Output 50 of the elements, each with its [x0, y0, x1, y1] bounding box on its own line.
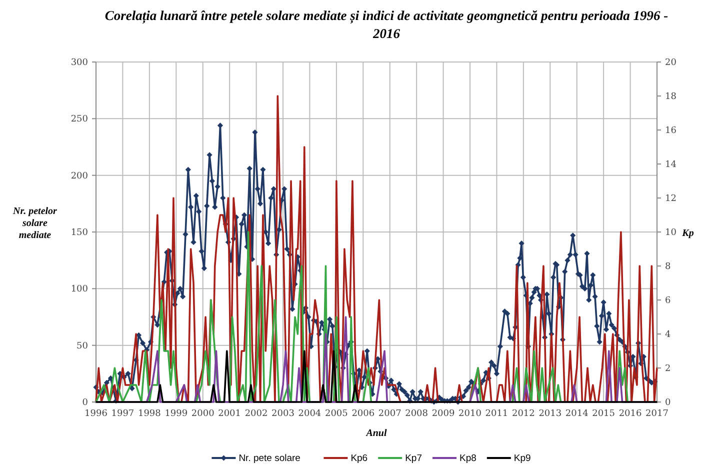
x-tick-label: 2017	[646, 409, 669, 419]
x-tick-label: 2003	[272, 409, 295, 419]
y2-axis-title: Kp	[681, 228, 694, 239]
y2-tick-label: 2	[665, 364, 671, 374]
x-tick-label: 2014	[565, 409, 589, 419]
x-tick-label: 2002	[244, 409, 268, 419]
x-tick-label: 2005	[324, 409, 348, 419]
legend-label: Kp8	[460, 453, 476, 464]
y2-tick-label: 14	[665, 160, 677, 170]
x-tick-label: 2007	[378, 409, 402, 419]
y-tick-label: 150	[70, 228, 88, 238]
chart-title: Corelația lunară între petele solare mediate și indici de activitate geomgnetică pentru perioada 1996 - 2016	[104, 8, 669, 41]
x-tick-label: 2008	[405, 409, 428, 419]
y2-tick-label: 12	[665, 194, 676, 204]
y-tick-label: 250	[70, 114, 88, 125]
x-tick-label: 2000	[191, 409, 215, 419]
x-tick-label: 1997	[111, 409, 134, 419]
x-tick-label: 2016	[618, 409, 642, 419]
y2-tick-label: 4	[665, 330, 671, 340]
x-tick-label: 1999	[164, 409, 188, 419]
y-tick-label: 200	[70, 171, 88, 182]
x-axis-title: Anul	[365, 428, 388, 439]
y-tick-label: 100	[70, 284, 88, 295]
x-tick-label: 2006	[352, 409, 375, 419]
y2-tick-label: 18	[665, 92, 677, 102]
y2-tick-label: 0	[665, 398, 671, 408]
legend-label: Kp7	[405, 453, 422, 464]
legend-label: Kp9	[514, 453, 531, 464]
x-tick-label: 1998	[138, 409, 162, 419]
x-tick-label: 2015	[592, 409, 616, 419]
x-tick-label: 2013	[538, 409, 562, 419]
x-tick-label: 2011	[485, 409, 508, 419]
y2-tick-label: 20	[665, 58, 677, 68]
x-tick-label: 2004	[298, 409, 322, 419]
y2-tick-label: 8	[665, 262, 671, 272]
y2-tick-label: 16	[665, 126, 677, 136]
y2-tick-label: 6	[665, 296, 671, 306]
x-tick-label: 1996	[84, 409, 108, 419]
y2-tick-label: 10	[665, 228, 677, 238]
x-tick-label: 2010	[458, 409, 482, 419]
x-tick-label: 2001	[218, 409, 242, 419]
x-tick-label: 2012	[512, 409, 535, 419]
y-axis-title: Nr. petelor solare mediate	[12, 206, 58, 241]
y-tick-label: 0	[82, 398, 88, 408]
y-tick-label: 50	[76, 341, 88, 352]
line-series	[95, 231, 632, 403]
legend-label: Nr. pete solare	[238, 453, 300, 464]
y-tick-label: 300	[70, 58, 88, 68]
x-tick-label: 2009	[432, 409, 456, 419]
legend-label: Kp6	[350, 453, 368, 464]
